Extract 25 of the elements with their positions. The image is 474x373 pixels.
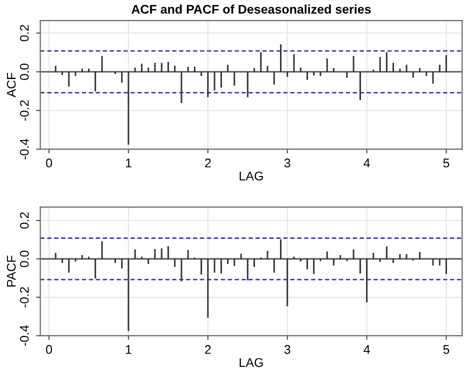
y-axis-title: PACF	[6, 256, 16, 287]
y-tick-label: 0.2	[20, 25, 29, 42]
x-axis-title: LAG	[240, 172, 263, 180]
x-tick-label: 4	[364, 158, 370, 168]
x-tick-label: 2	[205, 345, 211, 354]
x-tick-label: 0	[46, 345, 52, 354]
x-axis-title: LAG	[240, 358, 263, 367]
y-tick-label: -0.4	[20, 138, 29, 160]
x-tick-label: 3	[284, 158, 290, 168]
y-tick-label: 0.0	[20, 64, 29, 80]
y-tick-label: -0.2	[20, 100, 29, 121]
x-tick-label: 5	[443, 345, 450, 354]
x-tick-label: 3	[284, 345, 290, 354]
chart-title: ACF and PACF of Deseasonalized series	[131, 4, 371, 14]
y-tick-label: -0.4	[20, 325, 29, 346]
x-tick-label: 0	[46, 158, 52, 168]
x-tick-label: 1	[126, 158, 132, 168]
x-tick-label: 1	[126, 345, 132, 354]
y-tick-label: 0.2	[20, 212, 29, 229]
y-tick-label: 0.0	[20, 250, 29, 268]
y-axis-title: ACF	[6, 72, 16, 98]
x-tick-label: 2	[205, 158, 211, 168]
x-tick-label: 4	[364, 345, 370, 354]
y-tick-label: -0.2	[20, 287, 29, 308]
x-tick-label: 5	[443, 158, 450, 168]
